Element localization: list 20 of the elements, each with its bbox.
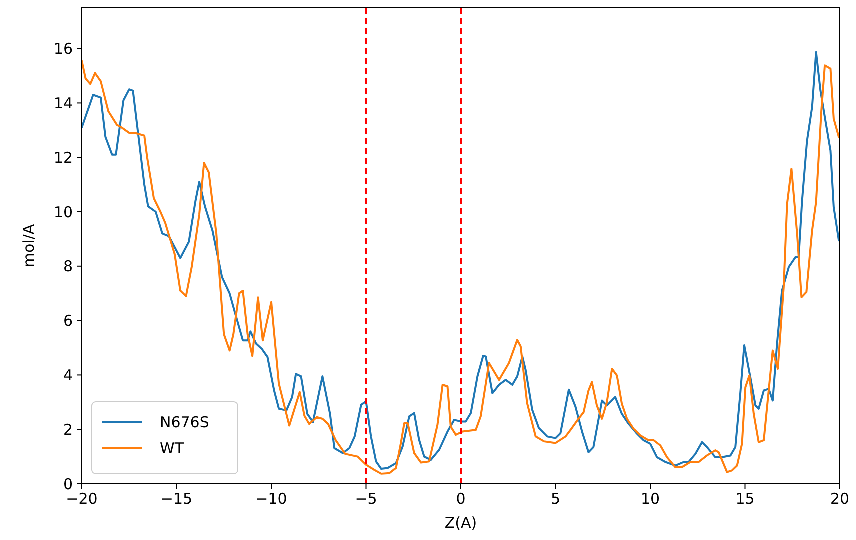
x-tick-label: 20 xyxy=(830,490,850,508)
legend-label: WT xyxy=(160,439,185,458)
x-tick-label: −5 xyxy=(355,490,378,508)
x-tick-label: 5 xyxy=(550,490,561,508)
y-tick-label: 4 xyxy=(63,366,73,384)
y-tick-label: 2 xyxy=(63,420,73,439)
y-tick-label: 16 xyxy=(54,40,73,58)
x-tick-label: 15 xyxy=(736,490,755,508)
x-tick-label: −10 xyxy=(256,490,288,508)
x-tick-label: 0 xyxy=(456,490,466,508)
y-tick-label: 12 xyxy=(54,148,73,167)
x-tick-label: −15 xyxy=(160,490,193,508)
y-tick-label: 14 xyxy=(54,94,73,112)
x-tick-label: 10 xyxy=(640,490,660,508)
y-tick-label: 8 xyxy=(63,258,73,276)
y-tick-label: 6 xyxy=(63,312,73,330)
y-tick-label: 10 xyxy=(54,203,73,222)
legend-label: N676S xyxy=(160,413,210,432)
y-axis-title: mol/A xyxy=(20,224,38,268)
x-axis-title: Z(A) xyxy=(444,514,478,532)
